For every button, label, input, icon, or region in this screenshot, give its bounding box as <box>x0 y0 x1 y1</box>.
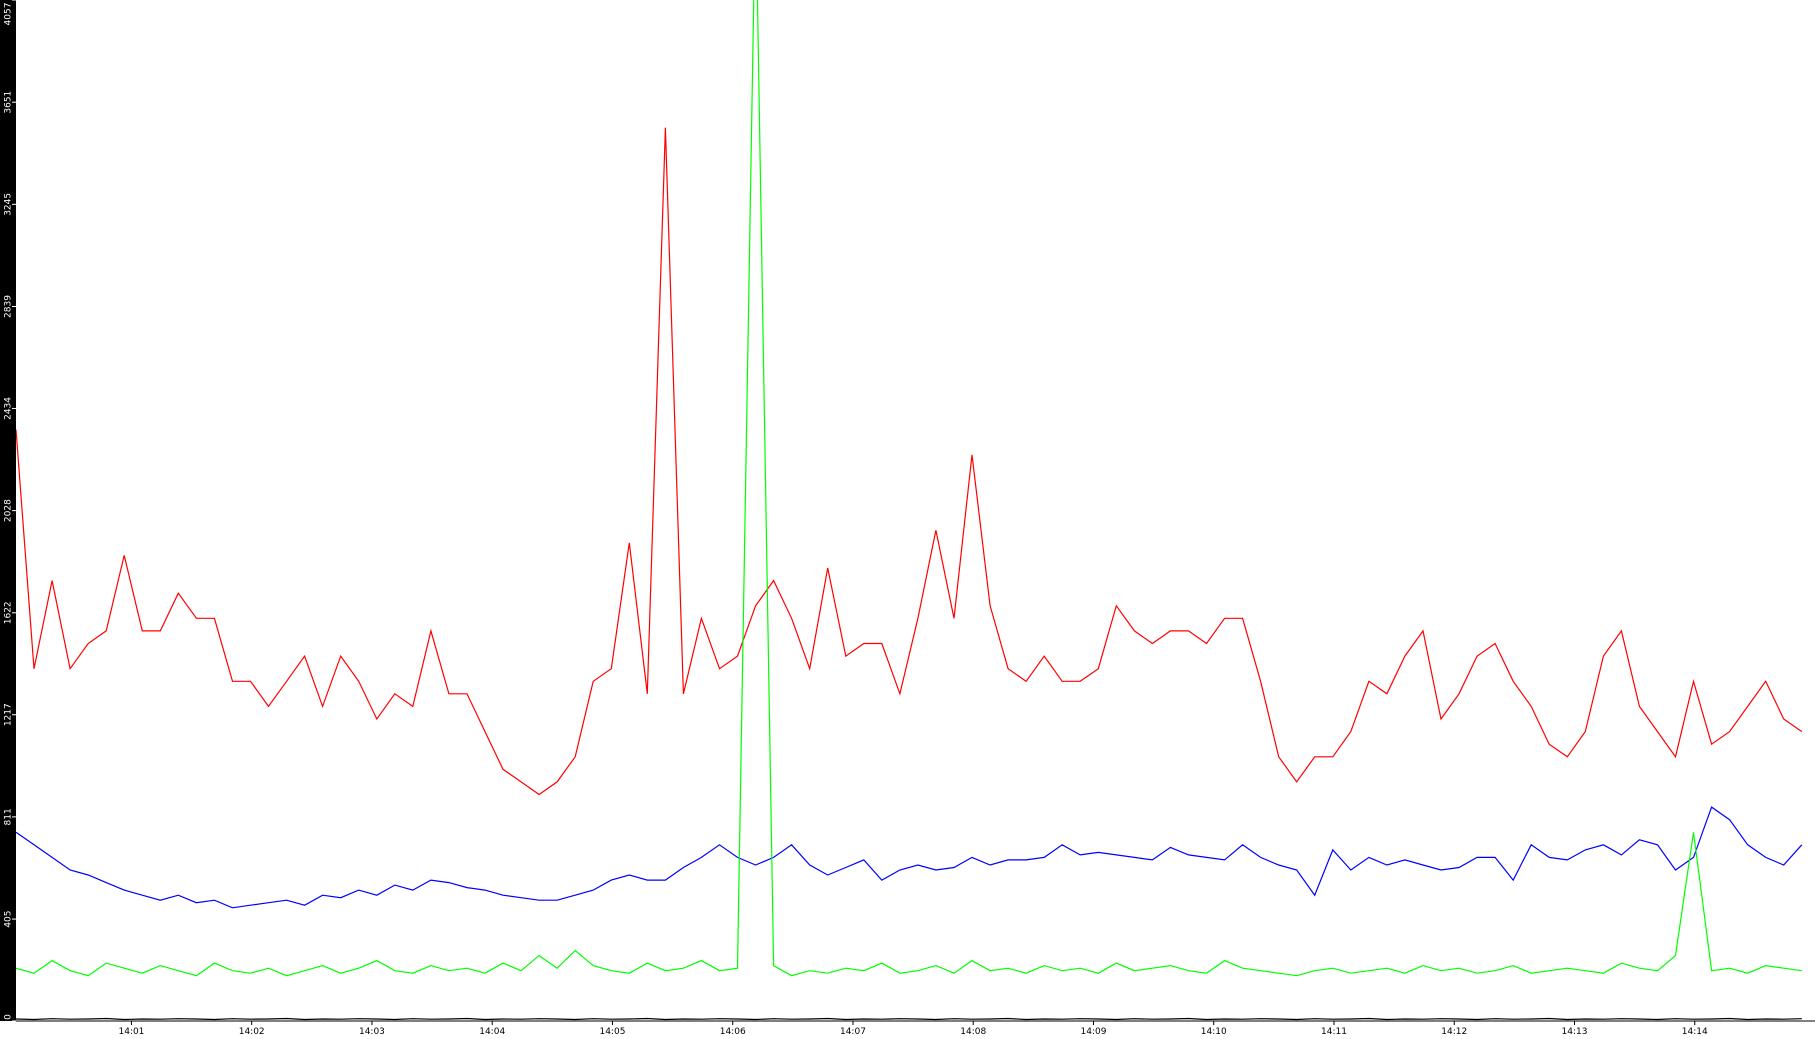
x-tick-label: 14:13 <box>1562 1027 1588 1037</box>
y-tick-label: 811 <box>4 808 14 825</box>
series-line <box>16 1017 1802 1021</box>
y-tick-label: 0 <box>4 1014 14 1020</box>
y-tick-label: 2028 <box>4 499 14 522</box>
series-line <box>16 127 1803 796</box>
x-tick-label: 14:07 <box>840 1027 866 1037</box>
series-line <box>16 806 1803 909</box>
y-tick-label: 1217 <box>4 703 14 726</box>
y-tick-label: 1622 <box>4 601 14 624</box>
series-line <box>16 0 1802 977</box>
x-tick-label: 14:06 <box>720 1027 746 1037</box>
x-tick-label: 14:03 <box>359 1027 385 1037</box>
y-axis-band <box>0 0 16 1021</box>
y-tick-label: 2434 <box>4 397 14 420</box>
plot-area <box>16 0 1803 1021</box>
x-tick-label: 14:02 <box>239 1027 265 1037</box>
y-tick-label: 2839 <box>4 295 14 318</box>
x-tick-label: 14:11 <box>1321 1027 1347 1037</box>
y-tick-label: 3651 <box>4 91 14 114</box>
x-tick-label: 14:14 <box>1682 1027 1708 1037</box>
y-tick-label: 405 <box>4 910 14 927</box>
y-tick-label: 4057 <box>4 3 14 26</box>
x-tick-label: 14:01 <box>118 1027 144 1037</box>
x-tick-label: 14:04 <box>479 1027 505 1037</box>
y-tick-label: 3245 <box>4 193 14 216</box>
x-tick-label: 14:10 <box>1201 1027 1227 1037</box>
x-tick-label: 14:08 <box>960 1027 986 1037</box>
x-tick-label: 14:09 <box>1081 1027 1107 1037</box>
x-tick-label: 14:12 <box>1441 1027 1467 1037</box>
x-tick-label: 14:05 <box>599 1027 625 1037</box>
